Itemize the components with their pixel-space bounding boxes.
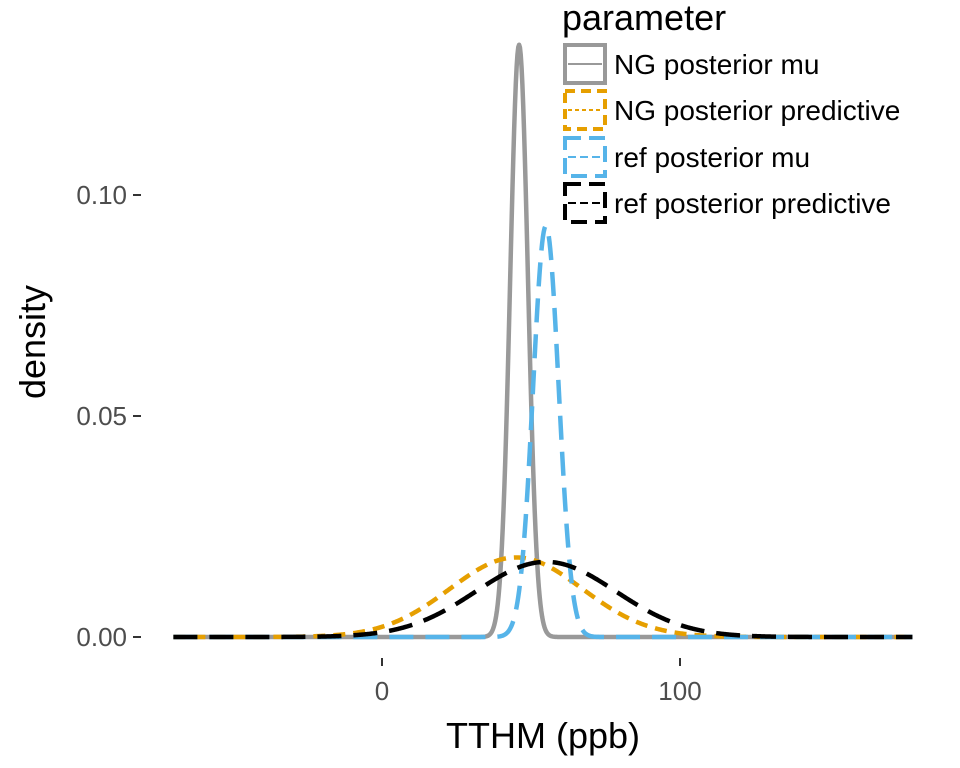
plot-panel	[171, 42, 914, 640]
legend-key	[563, 136, 607, 178]
legend-title: parameter	[562, 0, 726, 38]
x-tick-label: 100	[658, 676, 701, 706]
legend-label: ref posterior mu	[614, 142, 810, 173]
legend-key	[563, 89, 607, 131]
y-axis-title: density	[12, 285, 53, 399]
legend: parameter NG posterior mu NG posterior pr…	[562, 0, 900, 224]
x-axis-title: TTHM (ppb)	[446, 715, 640, 756]
series-line-ng-posterior-mu	[171, 42, 914, 640]
legend-label: NG posterior predictive	[614, 95, 900, 126]
y-axis: 0.00 0.05 0.10	[76, 180, 141, 652]
legend-key	[563, 43, 607, 85]
x-tick-label: 0	[375, 676, 389, 706]
legend-key	[563, 182, 607, 224]
legend-label: ref posterior predictive	[614, 188, 891, 219]
legend-label: NG posterior mu	[614, 49, 819, 80]
y-tick-label: 0.05	[76, 401, 127, 431]
x-axis: 0 100	[375, 658, 702, 706]
y-tick-label: 0.00	[76, 622, 127, 652]
y-tick-label: 0.10	[76, 180, 127, 210]
series-line-ref-posterior-predictive	[171, 559, 914, 640]
series-line-ref-posterior-mu	[171, 223, 914, 640]
